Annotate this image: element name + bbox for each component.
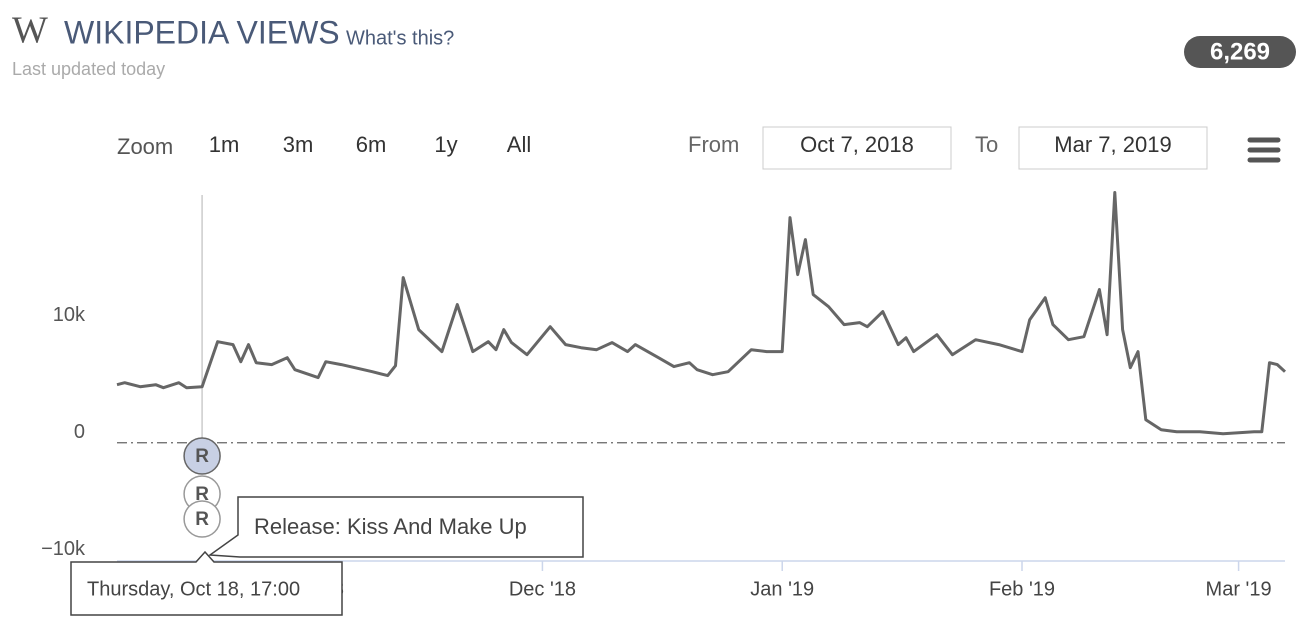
- zoom-label: Zoom: [117, 134, 173, 159]
- zoom-button[interactable]: All: [507, 132, 531, 157]
- to-label: To: [975, 132, 998, 157]
- badge: [1184, 36, 1296, 68]
- flag-tooltip-box: [207, 496, 584, 558]
- title: WIKIPEDIA VIEWS: [64, 14, 340, 50]
- point-tooltip-box: [70, 550, 343, 616]
- point-tooltip-text: Thursday, Oct 18, 17:00: [87, 578, 300, 600]
- series-line: [116, 191, 1287, 436]
- subtitle: Last updated today: [12, 59, 165, 79]
- flag[interactable]: [183, 437, 221, 475]
- zoom-button[interactable]: 6m: [356, 132, 387, 157]
- zoom-button[interactable]: 3m: [283, 132, 314, 157]
- whats-this-link[interactable]: What's this?: [346, 27, 454, 49]
- from-label: From: [688, 132, 739, 157]
- to-input[interactable]: [1018, 126, 1208, 170]
- menu-button[interactable]: [1247, 137, 1281, 163]
- flag-title: R: [195, 446, 209, 467]
- zoom-buttons: 1m 3m 6m 1y All: [209, 132, 532, 157]
- flag-tooltip-text: Release: Kiss And Make Up: [254, 514, 527, 539]
- x-tick-label: Mar '19: [1206, 578, 1272, 600]
- y-tick-label: 10k: [53, 304, 86, 326]
- zoom-button[interactable]: 1y: [434, 132, 457, 157]
- zoom-button[interactable]: 1m: [209, 132, 240, 157]
- x-tick-label: Dec '18: [509, 578, 576, 600]
- from-input[interactable]: [762, 126, 952, 170]
- x-tick-label: Feb '19: [989, 578, 1055, 600]
- flag[interactable]: [183, 500, 221, 538]
- from-value: Oct 7, 2018: [800, 132, 914, 157]
- y-tick-label: 0: [74, 421, 85, 443]
- flag-title: R: [195, 484, 209, 505]
- flag-title: R: [195, 509, 209, 530]
- badge-text: 6,269: [1210, 38, 1270, 65]
- to-value: Mar 7, 2019: [1054, 132, 1171, 157]
- x-tick-label: Jan '19: [750, 578, 814, 600]
- logo: W: [12, 10, 48, 52]
- y-tick-label: −10k: [41, 538, 86, 560]
